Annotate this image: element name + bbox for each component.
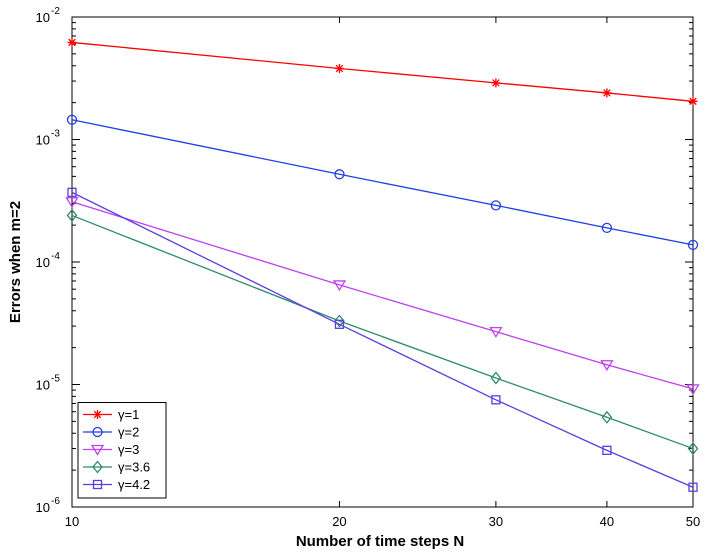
- data-point: [334, 319, 345, 329]
- legend-label: γ=4.2: [118, 477, 150, 492]
- data-point: [490, 200, 502, 211]
- legend-box: [77, 402, 167, 499]
- series-1: [67, 37, 698, 106]
- series-2: [66, 114, 699, 251]
- data-point: [686, 384, 700, 396]
- series-5: [67, 187, 698, 492]
- x-tick-label: 10: [65, 514, 79, 529]
- legend-marker: [92, 479, 103, 490]
- legend-marker: [90, 444, 105, 456]
- series-line: [71, 214, 694, 450]
- y-tick-label: 10: [36, 378, 50, 393]
- series-line: [71, 119, 694, 246]
- data-point: [688, 96, 698, 106]
- x-tick-label: 30: [489, 514, 503, 529]
- data-point: [687, 239, 699, 251]
- y-tick-exponent: -2: [51, 6, 60, 17]
- data-point: [334, 169, 345, 180]
- y-tick-exponent: -5: [51, 374, 60, 385]
- series-4: [66, 208, 699, 456]
- x-tick-label: 50: [686, 514, 700, 529]
- data-point: [491, 395, 501, 405]
- y-tick-exponent: -3: [51, 129, 60, 140]
- series-line: [71, 191, 694, 488]
- data-point: [602, 445, 612, 456]
- data-point: [601, 410, 613, 424]
- y-tick-exponent: -6: [51, 496, 60, 507]
- plot-frame: [71, 16, 694, 508]
- legend-marker: [93, 410, 102, 419]
- data-point: [67, 37, 77, 47]
- data-point: [490, 371, 502, 385]
- y-tick-label: 10: [36, 500, 50, 515]
- data-point: [332, 280, 347, 292]
- data-point: [66, 208, 78, 222]
- y-tick-exponent: -4: [51, 251, 60, 262]
- legend-marker: [92, 426, 103, 438]
- data-point: [334, 314, 345, 328]
- data-point: [66, 114, 78, 125]
- y-tick-label: 10: [36, 255, 50, 270]
- legend-label: γ=3: [118, 442, 139, 457]
- data-point: [65, 197, 79, 209]
- series-line: [71, 201, 694, 390]
- data-point: [601, 222, 613, 234]
- series-3: [65, 197, 700, 396]
- data-point: [334, 63, 344, 73]
- y-axis-title: Errors when m=2: [7, 201, 24, 323]
- legend-label: γ=3.6: [118, 460, 150, 475]
- x-tick-label: 20: [332, 514, 346, 529]
- data-point: [688, 482, 698, 492]
- legend-marker: [92, 460, 103, 474]
- data-point: [67, 187, 77, 198]
- data-point: [687, 442, 699, 456]
- data-point: [489, 327, 503, 338]
- data-point: [491, 78, 501, 88]
- data-point: [602, 88, 612, 98]
- legend: γ=1 γ=2 γ=3 γ=3.6 γ=4.2: [77, 402, 167, 499]
- y-tick-label: 10: [36, 10, 50, 25]
- x-tick-label: 40: [600, 514, 614, 529]
- legend-label: γ=1: [118, 407, 139, 422]
- y-tick-label: 10: [36, 133, 50, 148]
- data-point: [600, 360, 614, 371]
- x-axis-title: Number of time steps N: [296, 533, 464, 550]
- legend-label: γ=2: [118, 425, 139, 440]
